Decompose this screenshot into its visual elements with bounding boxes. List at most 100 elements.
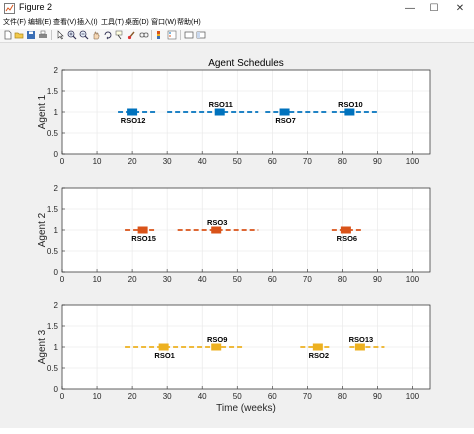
x-tick-label: 80 [338, 275, 347, 284]
menu-view[interactable]: 查看(V) [53, 19, 77, 26]
task-marker [312, 343, 323, 351]
window-bottom-edge [0, 428, 474, 434]
y-tick-label: 0 [54, 150, 59, 159]
menu-window[interactable]: 窗口(W) [151, 19, 177, 26]
task-marker [158, 343, 169, 351]
toolbar-separator [180, 30, 181, 40]
x-tick-label: 100 [406, 157, 420, 166]
rotate-3d-icon[interactable] [103, 30, 113, 40]
menu-insert[interactable]: 插入(I) [77, 19, 98, 26]
open-file-icon[interactable] [14, 30, 24, 40]
menu-file[interactable]: 文件(F) [3, 19, 26, 26]
zoom-in-icon[interactable] [67, 30, 77, 40]
x-tick-label: 60 [268, 275, 277, 284]
menu-edit[interactable]: 编辑(E) [28, 19, 52, 26]
y-axis-label: Agent 2 [37, 212, 48, 247]
task-label: RSO6 [337, 234, 357, 243]
figure-toolbar [0, 29, 474, 43]
y-tick-label: 0 [54, 385, 59, 394]
x-axis-label: Time (weeks) [216, 403, 276, 414]
x-tick-label: 60 [268, 157, 277, 166]
x-tick-label: 80 [338, 157, 347, 166]
y-tick-label: 1 [54, 226, 59, 235]
task-marker [344, 108, 355, 116]
brush-icon[interactable] [127, 30, 137, 40]
task-label: RSO13 [349, 335, 374, 344]
x-tick-label: 30 [163, 157, 172, 166]
new-figure-icon[interactable] [3, 30, 13, 40]
x-tick-label: 80 [338, 392, 347, 401]
x-tick-label: 10 [93, 157, 102, 166]
axes-frame [61, 69, 431, 155]
x-tick-label: 0 [60, 392, 65, 401]
x-tick-label: 40 [198, 392, 207, 401]
close-button[interactable]: ✕ [455, 3, 465, 14]
y-tick-label: 2 [54, 66, 59, 75]
task-label: RSO2 [309, 351, 329, 360]
task-marker [354, 343, 365, 351]
x-tick-label: 90 [373, 392, 382, 401]
y-tick-label: 1.5 [47, 87, 59, 96]
minimize-button[interactable]: — [405, 3, 415, 14]
menu-help[interactable]: 帮助(H) [177, 19, 201, 26]
window-titlebar: Figure 2 — ☐ ✕ [0, 0, 474, 18]
x-tick-label: 50 [233, 392, 242, 401]
x-tick-label: 60 [268, 392, 277, 401]
task-label: RSO7 [275, 116, 295, 125]
task-label: RSO9 [207, 335, 227, 344]
task-label: RSO1 [154, 351, 174, 360]
x-tick-label: 100 [406, 275, 420, 284]
x-tick-label: 10 [93, 275, 102, 284]
maximize-button[interactable]: ☐ [429, 3, 439, 14]
menu-tools[interactable]: 工具(T) [101, 19, 124, 26]
x-tick-label: 20 [128, 157, 137, 166]
x-tick-label: 20 [128, 275, 137, 284]
task-label: RSO3 [207, 218, 227, 227]
schedule-plots[interactable]: 0 10 20 30 40 50 60 70 80 90 10000.511.52RSO12RSO1… [0, 43, 474, 428]
task-marker [214, 108, 225, 116]
pan-icon[interactable] [91, 30, 101, 40]
x-tick-label: 70 [303, 157, 312, 166]
x-tick-label: 0 [60, 275, 65, 284]
y-tick-label: 2 [54, 301, 59, 310]
x-tick-label: 20 [128, 392, 137, 401]
window-title: Figure 2 [19, 2, 53, 12]
axes-frame [61, 187, 431, 273]
task-marker [137, 226, 148, 234]
y-tick-label: 1.5 [47, 322, 59, 331]
hide-plot-tools-icon[interactable] [184, 30, 194, 40]
x-tick-label: 30 [163, 392, 172, 401]
y-tick-label: 1 [54, 343, 59, 352]
matlab-figure-icon [4, 3, 15, 14]
y-axis-label: Agent 1 [37, 94, 48, 129]
task-marker [340, 226, 351, 234]
task-label: RSO10 [338, 100, 363, 109]
pointer-icon[interactable] [55, 30, 65, 40]
x-tick-label: 50 [233, 157, 242, 166]
data-cursor-icon[interactable] [115, 30, 125, 40]
link-icon[interactable] [139, 30, 149, 40]
y-tick-label: 0 [54, 268, 59, 277]
x-tick-label: 30 [163, 275, 172, 284]
save-icon[interactable] [26, 30, 36, 40]
colorbar-icon[interactable] [155, 30, 165, 40]
legend-icon[interactable] [167, 30, 177, 40]
task-marker [211, 343, 222, 351]
x-tick-label: 40 [198, 157, 207, 166]
toolbar-separator [51, 30, 52, 40]
print-icon[interactable] [38, 30, 48, 40]
chart-title: Agent Schedules [208, 58, 284, 69]
x-tick-label: 10 [93, 392, 102, 401]
x-tick-label: 40 [198, 275, 207, 284]
y-tick-label: 0.5 [47, 364, 59, 373]
x-tick-label: 0 [60, 157, 65, 166]
y-tick-label: 1.5 [47, 205, 59, 214]
y-axis-label: Agent 3 [37, 329, 48, 364]
show-plot-tools-icon[interactable] [196, 30, 206, 40]
x-tick-label: 100 [406, 392, 420, 401]
task-marker [127, 108, 138, 116]
y-tick-label: 0.5 [47, 129, 59, 138]
zoom-out-icon[interactable] [79, 30, 89, 40]
y-tick-label: 1 [54, 108, 59, 117]
menu-desktop[interactable]: 桌面(D) [125, 19, 149, 26]
